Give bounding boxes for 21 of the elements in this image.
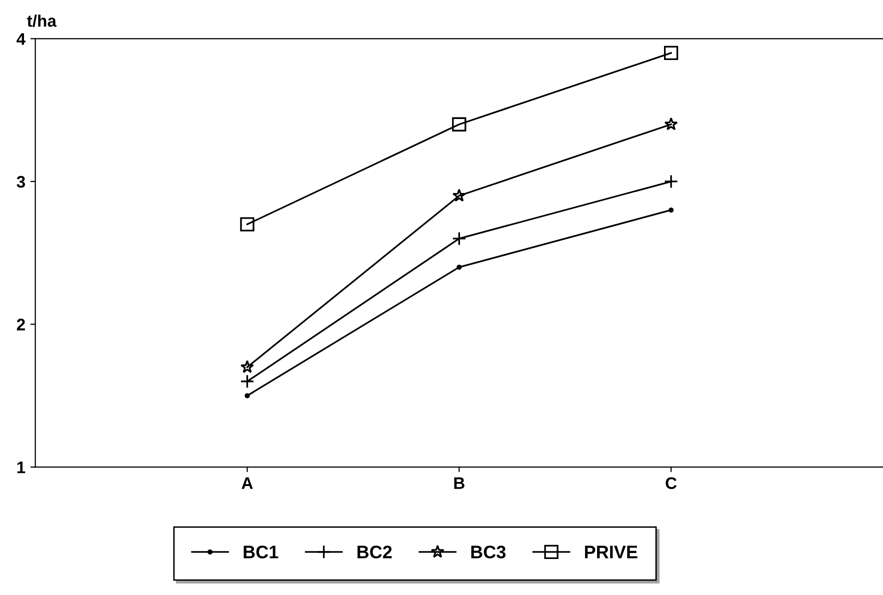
- point: [664, 117, 678, 130]
- point: [452, 117, 466, 132]
- y-tick-label: 2: [16, 318, 25, 330]
- point: [456, 264, 462, 270]
- legend-label: BC1: [244, 546, 278, 558]
- y-tick-label: 4: [16, 33, 26, 45]
- point: [240, 217, 254, 232]
- x-tick-label: B: [454, 477, 464, 489]
- legend-label: BC3: [471, 546, 506, 558]
- x-tick-label: C: [666, 477, 677, 490]
- y-tick-label: 1: [17, 462, 26, 474]
- point: [668, 207, 674, 213]
- x-tick-label: A: [242, 477, 253, 489]
- y-axis-title: t/ha: [27, 14, 57, 27]
- point: [452, 188, 466, 202]
- legend-label: PRIVE: [585, 546, 638, 558]
- point: [664, 46, 678, 60]
- point: [240, 360, 254, 374]
- legend-label: BC2: [358, 546, 392, 558]
- y-tick-label: 3: [16, 176, 25, 188]
- point: [244, 393, 250, 398]
